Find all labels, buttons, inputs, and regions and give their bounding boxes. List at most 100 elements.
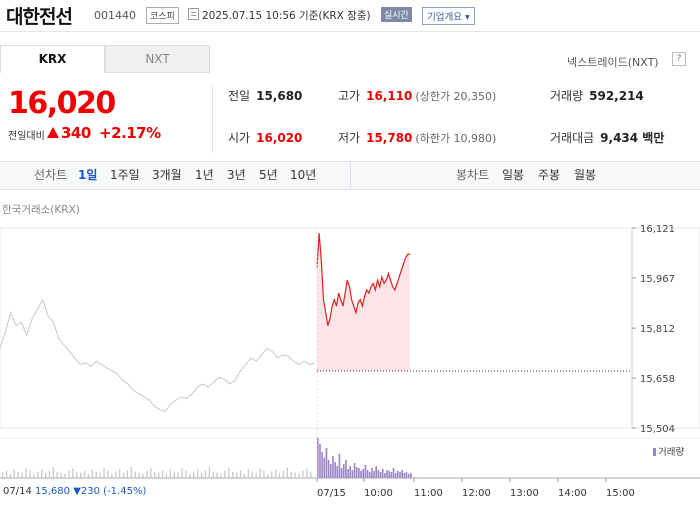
y-tick-label: 15,812 — [640, 324, 675, 335]
period-3y[interactable]: 3년 — [227, 168, 246, 182]
volume-bar-prev — [224, 470, 226, 478]
volume-bar-today — [353, 463, 356, 478]
x-tick-label: 07/15 — [317, 488, 346, 499]
volume-bar-prev — [286, 467, 288, 478]
chart-toolbar: 선차트 1일 1주일 3개월 1년 3년 5년 10년 봉차트 일봉 주봉 월봉 — [0, 161, 700, 190]
help-icon[interactable]: ? — [672, 52, 686, 66]
volume-bar-prev — [197, 469, 199, 478]
volume-bar-prev — [271, 471, 273, 478]
volume-bar-today — [338, 454, 341, 478]
volume-bar-prev — [2, 472, 4, 478]
volume-bar-prev — [154, 471, 156, 478]
volume-bar-prev — [161, 470, 164, 478]
volume-bar-prev — [189, 473, 191, 478]
stat-low: 저가 15,780 (하한가 10,980) — [338, 131, 497, 145]
plot-frame — [0, 227, 700, 429]
volume-bar-prev — [263, 470, 265, 478]
volume-bar-prev — [173, 471, 175, 478]
volume-bar-today — [399, 472, 401, 478]
volume-bar-prev — [282, 470, 285, 478]
volume-bar-prev — [243, 473, 246, 478]
volume-bar-today — [410, 473, 412, 478]
volume-bar-prev — [9, 473, 12, 478]
tab-nxt[interactable]: NXT — [105, 45, 210, 73]
y-tick-label: 15,504 — [640, 424, 675, 435]
candle-monthly[interactable]: 월봉 — [574, 168, 597, 182]
y-tick-label: 15,658 — [640, 374, 675, 385]
volume-bar-prev — [193, 471, 195, 478]
x-tick-label: 12:00 — [462, 488, 491, 499]
period-1d[interactable]: 1일 — [78, 168, 98, 182]
volume-bar-prev — [251, 471, 253, 478]
volume-bar-today — [364, 465, 367, 478]
volume-bar-prev — [208, 467, 210, 478]
volume-bar-prev — [204, 470, 207, 478]
x-tick-label: 15:00 — [606, 488, 635, 499]
volume-bar-prev — [177, 472, 179, 478]
period-5y[interactable]: 5년 — [259, 168, 278, 182]
x-tick-label: 11:00 — [414, 488, 443, 499]
volume-bar-today — [388, 471, 390, 478]
candle-daily[interactable]: 일봉 — [502, 168, 525, 182]
volume-bar-today — [392, 468, 395, 478]
quote-datetime: 2025.07.15 10:56 기준(KRX 장중) — [202, 10, 371, 22]
volume-bar-prev — [80, 472, 82, 478]
realtime-badge[interactable]: 실시간 — [381, 7, 412, 22]
stock-header: 대한전선 001440 코스피 2025.07.15 10:56 기준(KRX … — [0, 0, 700, 32]
volume-bar-prev — [64, 473, 66, 478]
volume-bar-prev — [44, 472, 47, 478]
up-triangle-icon — [47, 127, 59, 138]
volume-bar-prev — [134, 471, 136, 478]
volume-bar-prev — [216, 472, 218, 478]
volume-bar-prev — [294, 472, 296, 478]
volume-bar-prev — [72, 468, 74, 478]
market-badge: 코스피 — [146, 7, 179, 24]
volume-bar-prev — [220, 473, 222, 478]
stock-name: 대한전선 — [6, 6, 73, 28]
x-tick-label: 14:00 — [558, 488, 587, 499]
volume-bar-prev — [99, 472, 101, 478]
stat-high: 고가 16,110 (상한가 20,350) — [338, 89, 497, 103]
period-10y[interactable]: 10년 — [290, 168, 317, 182]
volume-bar-today — [366, 470, 369, 478]
volume-bar-today — [377, 470, 380, 478]
volume-bar-today — [342, 464, 345, 478]
tab-krx[interactable]: KRX — [0, 45, 105, 73]
volume-bar-today — [329, 464, 332, 478]
volume-bar-prev — [212, 471, 214, 478]
volume-bar-today — [397, 471, 399, 478]
nxt-link[interactable]: 넥스트레이드(NXT) — [567, 56, 659, 69]
company-overview-button[interactable]: 기업개요 ▾ — [422, 7, 475, 25]
volume-bar-today — [381, 469, 384, 478]
volume-bar-today — [401, 470, 403, 478]
calendar-icon — [188, 8, 199, 20]
volume-bar-today — [371, 468, 373, 478]
volume-bar-today — [345, 460, 347, 478]
volume-bar-today — [403, 473, 406, 478]
candle-weekly[interactable]: 주봉 — [538, 168, 561, 182]
volume-bar-prev — [158, 472, 160, 478]
volume-bar-today — [384, 473, 386, 478]
volume-bar-prev — [87, 473, 90, 478]
volume-bar-prev — [232, 471, 234, 478]
period-3m[interactable]: 3개월 — [152, 168, 182, 182]
volume-bar-prev — [68, 470, 70, 478]
volume-bar-prev — [306, 468, 308, 478]
volume-bar-today — [336, 466, 339, 478]
exchange-tabs: KRX NXT — [0, 45, 210, 73]
volume-bar-prev — [165, 473, 168, 478]
volume-bar-today — [355, 467, 358, 478]
volume-bar-prev — [185, 470, 187, 478]
volume-bar-today — [332, 456, 334, 478]
volume-bar-prev — [169, 469, 171, 478]
period-1y[interactable]: 1년 — [195, 168, 214, 182]
previous-day-line — [0, 298, 316, 413]
volume-bar-prev — [267, 473, 269, 478]
period-1w[interactable]: 1주일 — [110, 168, 140, 182]
volume-bar-prev — [259, 468, 261, 478]
change-label: 전일대비 — [8, 131, 45, 142]
volume-bar-prev — [122, 472, 125, 478]
stat-volume: 거래량 592,214 — [550, 89, 644, 103]
change-percent: +2.17% — [99, 124, 161, 142]
volume-bar-prev — [126, 470, 129, 478]
